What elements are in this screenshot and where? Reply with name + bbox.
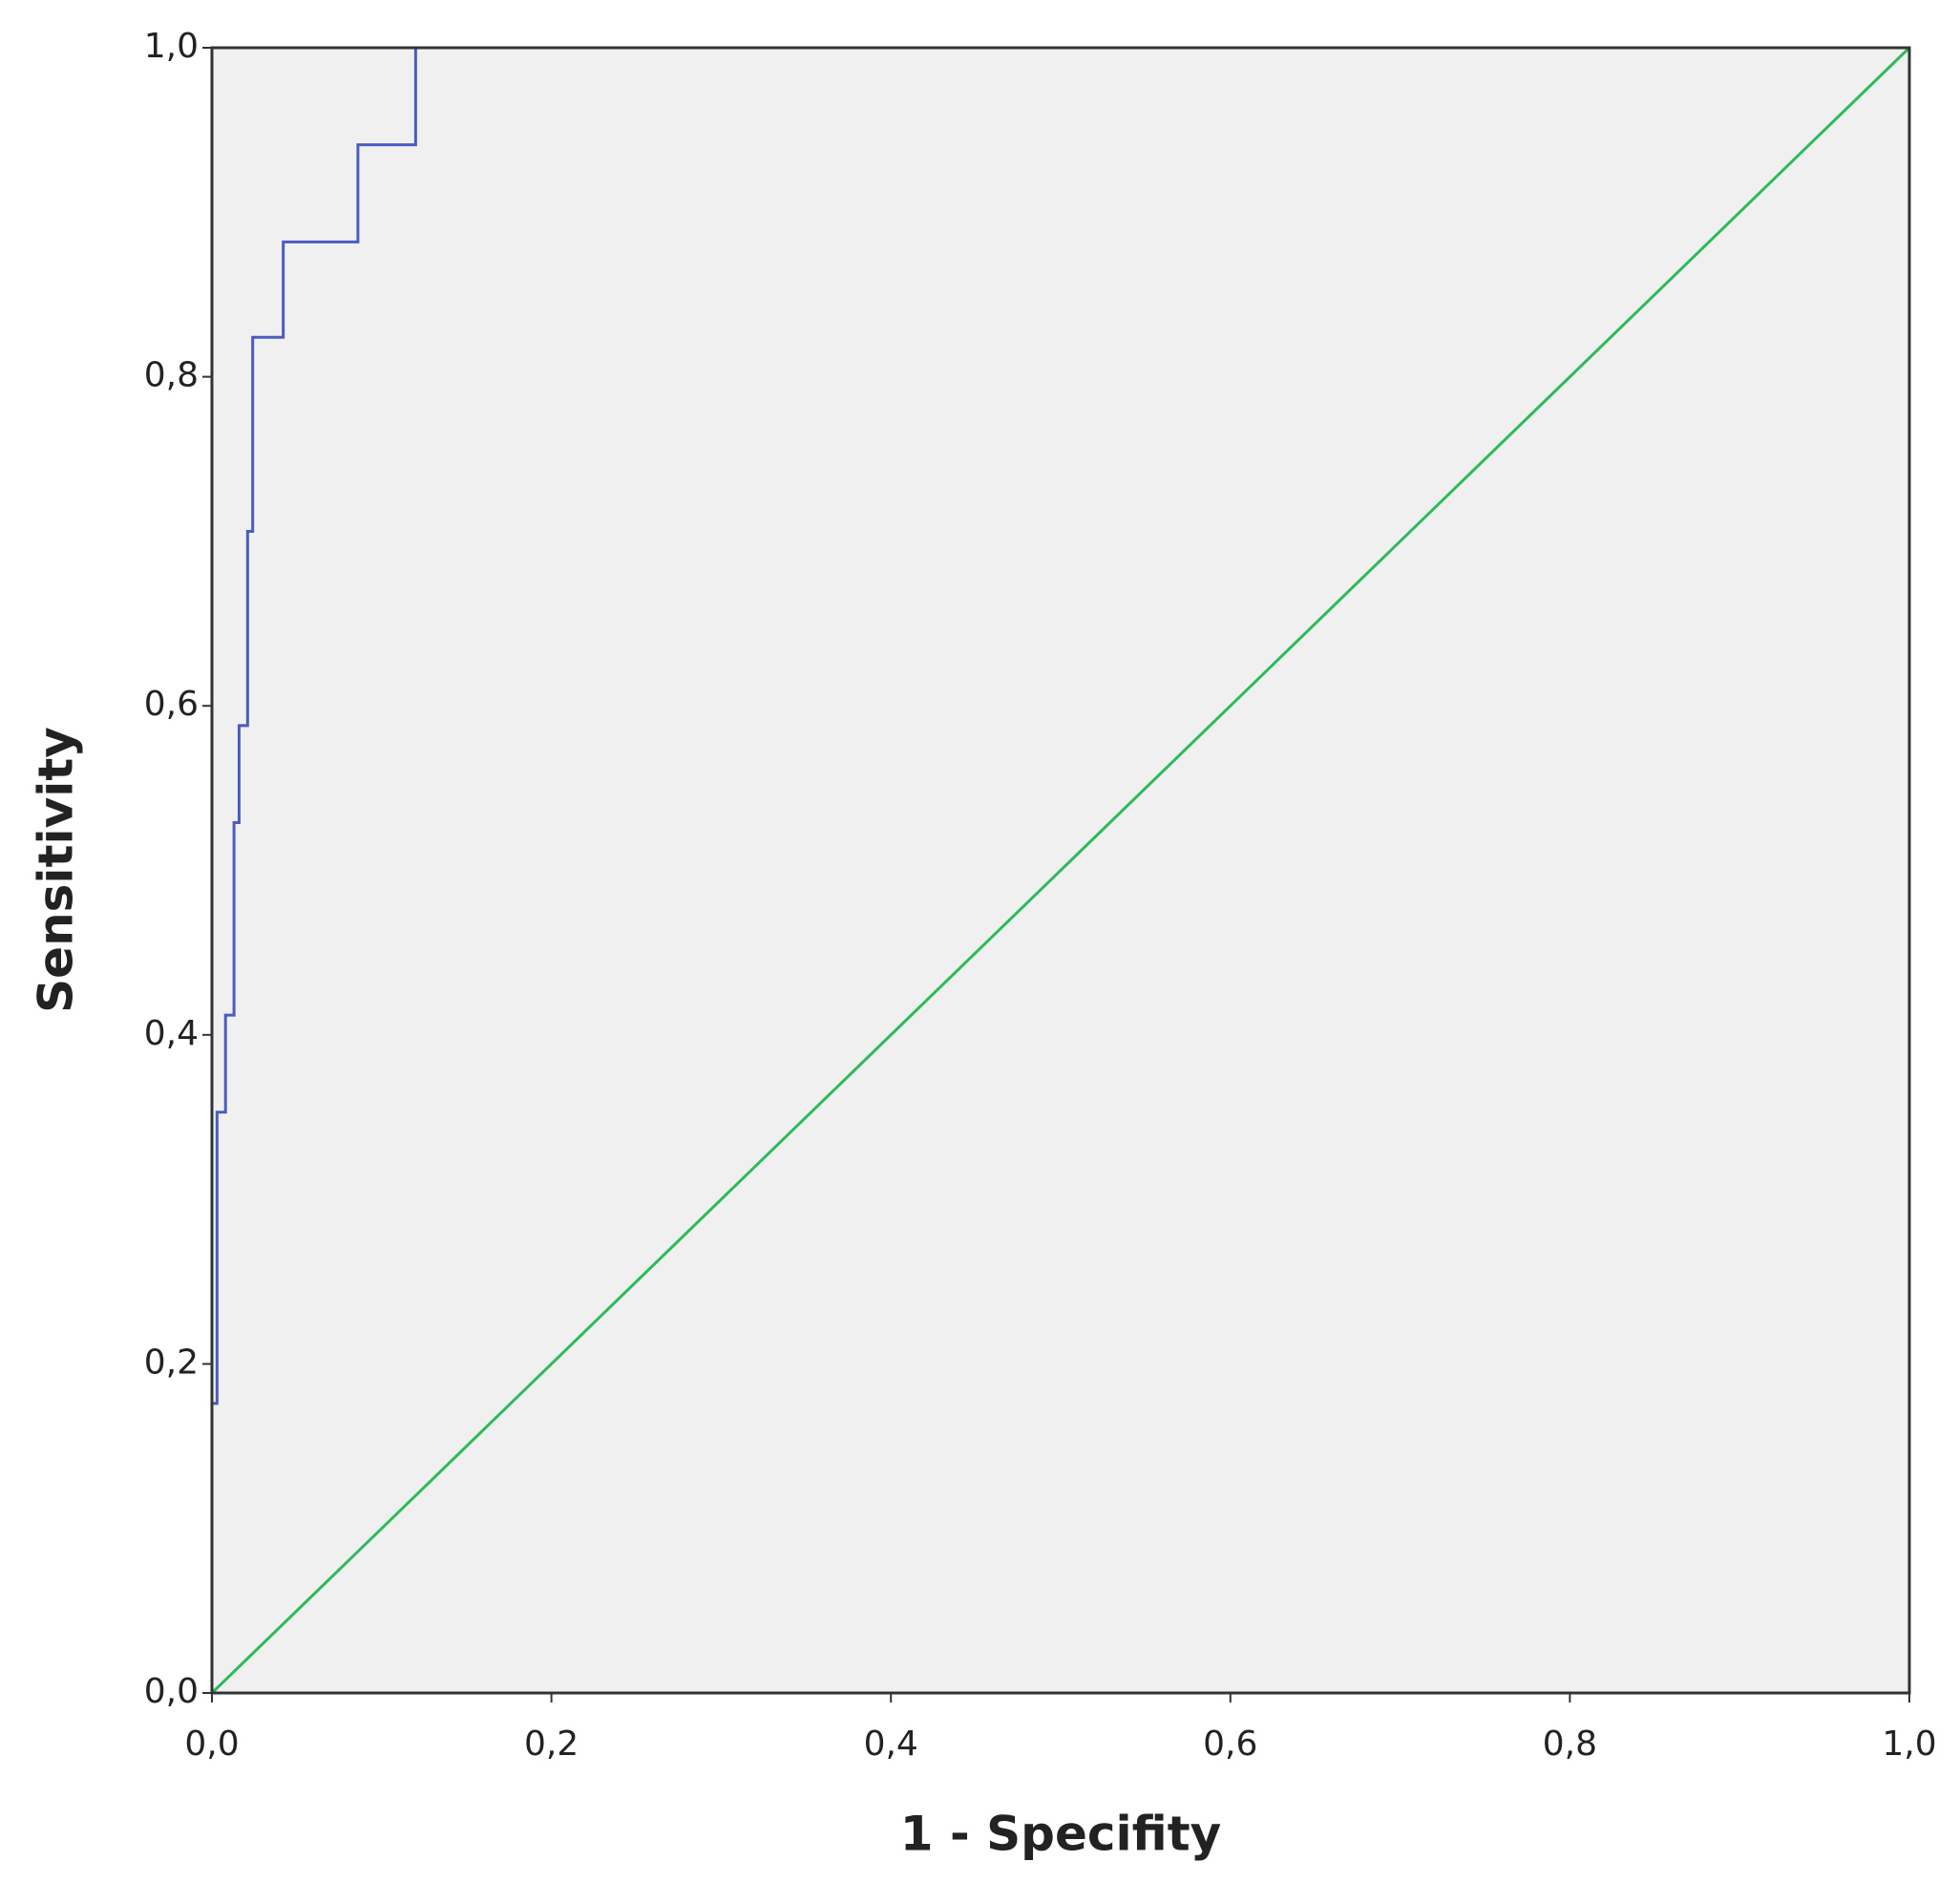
x-tick-label: 0,6 — [1203, 1724, 1257, 1764]
line-series — [210, 46, 1911, 1695]
x-tick-label: 0,2 — [524, 1724, 579, 1764]
y-tick-label: 0,6 — [144, 685, 199, 724]
y-tick-label: 0,8 — [144, 356, 199, 395]
x-tick-label: 0,8 — [1543, 1724, 1597, 1764]
y-axis-title: Sensitivity — [29, 727, 84, 1013]
y-tick-label: 0,4 — [144, 1014, 199, 1053]
plot-frame — [210, 46, 1911, 1695]
x-tick-label: 1,0 — [1882, 1724, 1936, 1764]
x-tick-label: 0,4 — [864, 1724, 918, 1764]
x-axis-title: 1 - Specifity — [900, 1807, 1221, 1862]
y-tick-label: 1,0 — [144, 27, 199, 66]
x-tick-label: 0,0 — [184, 1724, 239, 1764]
y-tick-label: 0,2 — [144, 1343, 199, 1382]
y-tick-label: 0,0 — [144, 1672, 199, 1711]
line-series — [210, 46, 1909, 1693]
